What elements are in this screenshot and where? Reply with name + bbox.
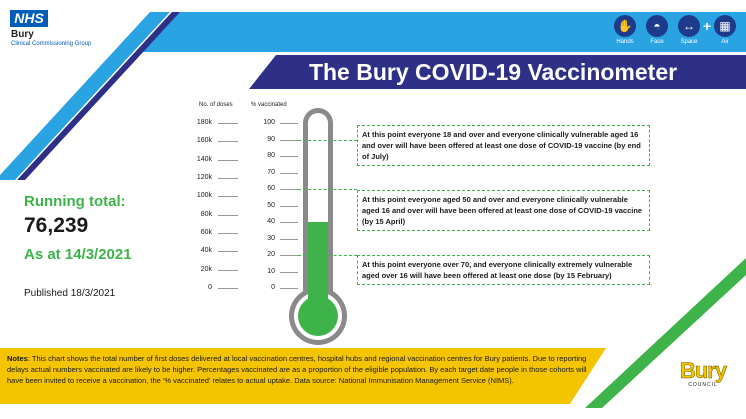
dose-tick-label: 0 <box>208 284 212 291</box>
percent-tick-mark <box>280 288 298 289</box>
percent-tick-mark <box>280 172 298 174</box>
dose-tick-mark <box>218 269 238 271</box>
doses-column-header: No. of doses <box>199 102 233 108</box>
dose-tick-mark <box>218 123 238 124</box>
percent-tick-label: 0 <box>271 284 275 291</box>
notes-text: : This chart shows the total number of f… <box>7 354 587 385</box>
air-icon: ▦ <box>714 15 736 37</box>
dose-tick-label: 80k <box>200 210 212 218</box>
face-icon: ◓ <box>646 15 668 37</box>
annotation-connector <box>298 139 357 141</box>
as-at-date: As at 14/3/2021 <box>24 246 132 263</box>
dose-tick-label: 60k <box>200 229 212 236</box>
percent-tick-label: 50 <box>267 201 275 209</box>
annotation-connector <box>298 189 357 190</box>
percent-tick-mark <box>280 222 298 223</box>
dose-tick-label: 100k <box>196 192 212 200</box>
notes: Notes: This chart shows the total number… <box>7 353 592 386</box>
running-total-label: Running total: <box>24 193 126 210</box>
dose-tick-label: 120k <box>196 174 212 181</box>
annotation-box: At this point everyone over 70, and ever… <box>357 255 650 285</box>
percent-tick-label: 40 <box>267 218 275 225</box>
percent-tick-label: 70 <box>267 168 275 176</box>
safety-icons: ✋ Hands ◓ Face ↔ Space + ▦ Air <box>612 15 740 55</box>
dose-tick-mark <box>218 214 238 216</box>
published-date: Published 18/3/2021 <box>24 288 116 299</box>
percent-tick-label: 20 <box>267 251 275 258</box>
space-icon-group: ↔ Space <box>676 15 702 45</box>
dose-tick-label: 20k <box>200 265 212 273</box>
percent-tick-mark <box>280 156 298 157</box>
top-blue-band <box>140 12 746 52</box>
thermometer <box>289 108 347 345</box>
dose-tick-label: 160k <box>196 137 212 145</box>
percent-column-header: % vaccinated <box>251 102 287 108</box>
dose-tick-label: 40k <box>200 247 212 255</box>
nhs-logo: NHS <box>10 10 48 27</box>
hands-icon-group: ✋ Hands <box>612 15 638 45</box>
percent-tick-mark <box>280 238 298 240</box>
percent-tick-label: 80 <box>267 152 275 159</box>
percent-tick-mark <box>280 189 298 190</box>
dose-tick-mark <box>218 251 238 253</box>
space-icon: ↔ <box>678 15 700 37</box>
percent-tick-mark <box>280 123 298 124</box>
notes-label: Notes <box>7 354 28 363</box>
running-total-value: 76,239 <box>24 214 89 237</box>
dose-tick-label: 140k <box>196 155 212 163</box>
bury-logo-council: COUNCIL <box>688 382 718 388</box>
dose-tick-mark <box>218 288 238 289</box>
percent-tick-label: 30 <box>267 234 275 242</box>
annotation-box: At this point everyone 18 and over and e… <box>357 125 650 166</box>
left-blue-stripe <box>0 12 170 180</box>
annotation-box: At this point everyone aged 50 and over … <box>357 190 650 231</box>
percent-tick-mark <box>280 139 298 141</box>
left-blue-stripe-thin <box>17 12 180 180</box>
org-name: Bury <box>11 29 34 40</box>
annotation-connector <box>298 255 357 256</box>
thermometer-fill <box>308 222 328 316</box>
dose-tick-mark <box>218 141 238 143</box>
percent-tick-label: 100 <box>263 119 275 126</box>
space-caption: Space <box>680 39 698 45</box>
dose-tick-label: 180k <box>196 119 212 126</box>
bottom-green-diagonal <box>585 258 746 408</box>
air-caption: Air <box>721 39 729 45</box>
percent-tick-label: 60 <box>267 185 275 192</box>
bury-logo-word: Bury <box>679 358 728 383</box>
dose-tick-mark <box>218 159 238 161</box>
percent-tick-mark <box>280 255 298 256</box>
page-title: The Bury COVID-19 Vaccinometer <box>308 59 678 85</box>
notes-yellow-band <box>0 348 606 404</box>
percent-tick-mark <box>280 205 298 207</box>
dose-tick-mark <box>218 196 238 198</box>
percent-tick-label: 90 <box>267 135 275 143</box>
air-icon-group: ▦ Air <box>712 15 738 45</box>
hands-icon: ✋ <box>614 15 636 37</box>
face-icon-group: ◓ Face <box>644 15 670 45</box>
title-navy-band <box>249 55 746 89</box>
dose-tick-mark <box>218 233 238 234</box>
face-caption: Face <box>650 39 664 45</box>
percent-tick-mark <box>280 271 298 273</box>
org-subtitle: Clinical Commissioning Group <box>11 41 92 47</box>
bury-council-logo: Bury COUNCIL <box>668 358 738 388</box>
hands-caption: Hands <box>616 39 634 45</box>
percent-tick-label: 10 <box>267 267 275 275</box>
dose-tick-mark <box>218 178 238 179</box>
plus-icon: + <box>703 18 712 34</box>
thermometer-bulb-fill <box>298 296 338 336</box>
